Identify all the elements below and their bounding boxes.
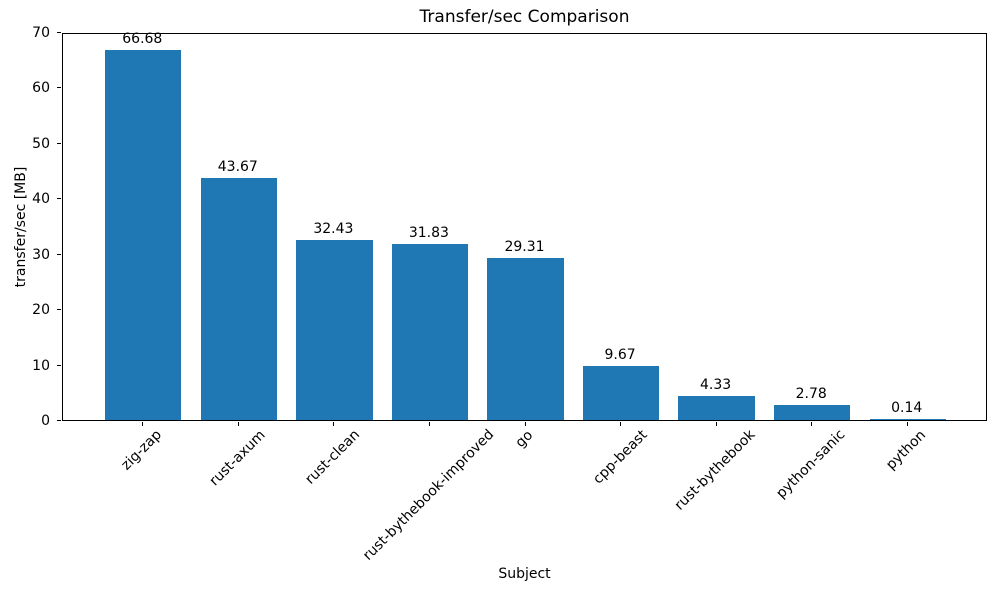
bar-value-label: 43.67 <box>217 159 258 175</box>
x-tick-label: go <box>512 426 537 451</box>
y-tick-mark <box>57 198 61 200</box>
bar-value-label: 31.83 <box>408 225 449 241</box>
x-tick-label: rust-bythebook-improved <box>359 426 498 565</box>
bar-go <box>487 258 564 420</box>
x-tick-mark <box>620 422 622 426</box>
y-tick-mark <box>57 420 61 421</box>
x-tick-mark <box>524 422 526 426</box>
bar-value-label: 9.67 <box>604 347 636 363</box>
chart-title: Transfer/sec Comparison <box>419 7 630 27</box>
y-tick-label: 40 <box>32 191 50 208</box>
y-tick-label: 50 <box>32 135 50 152</box>
y-tick-mark <box>57 87 61 89</box>
y-tick-mark <box>57 142 61 144</box>
plot-area <box>62 33 987 421</box>
x-axis-label: Subject <box>498 566 551 582</box>
bar-value-label: 4.33 <box>700 377 732 393</box>
x-tick-mark <box>428 422 430 426</box>
bar-rust-axum <box>200 178 277 420</box>
x-tick-label: rust-bythebook <box>671 427 759 514</box>
x-tick-mark <box>333 422 335 426</box>
x-tick-mark <box>715 422 717 426</box>
x-tick-label: zig-zap <box>118 426 166 474</box>
x-tick-mark <box>811 422 813 426</box>
bar-cpp-beast <box>582 366 660 420</box>
x-tick-mark <box>142 422 144 426</box>
y-tick-label: 30 <box>32 246 50 263</box>
x-tick-label: rust-clean <box>302 426 364 488</box>
y-tick-mark <box>57 364 61 366</box>
y-axis-label: transfer/sec [MB] <box>13 166 29 288</box>
y-tick-label: 70 <box>32 25 50 41</box>
bar-zig-zap <box>105 50 182 420</box>
bar-rust-bythebook <box>678 396 755 420</box>
x-tick-label: rust-axum <box>206 427 269 490</box>
bar-value-label: 29.31 <box>504 239 545 255</box>
y-tick-label: 0 <box>41 413 50 429</box>
y-tick-mark <box>57 309 61 311</box>
bar-value-label: 66.68 <box>122 31 163 47</box>
bar-value-label: 2.78 <box>795 386 827 402</box>
bar-rust-bythebook-improved <box>391 244 469 420</box>
x-tick-label: python <box>883 426 930 473</box>
x-tick-label: cpp-beast <box>589 426 651 488</box>
x-tick-mark <box>237 422 239 426</box>
x-tick-label: python-sanic <box>773 426 849 503</box>
y-tick-mark <box>57 32 61 33</box>
y-tick-label: 10 <box>32 357 50 374</box>
y-tick-label: 60 <box>32 80 50 97</box>
x-tick-mark <box>906 422 908 426</box>
bar-value-label: 0.14 <box>891 400 923 416</box>
bar-python <box>869 419 946 420</box>
bar-python-sanic <box>774 405 851 420</box>
bar-value-label: 32.43 <box>313 221 354 237</box>
y-tick-label: 20 <box>32 302 50 319</box>
y-tick-mark <box>57 253 61 255</box>
bar-rust-clean <box>296 240 373 420</box>
